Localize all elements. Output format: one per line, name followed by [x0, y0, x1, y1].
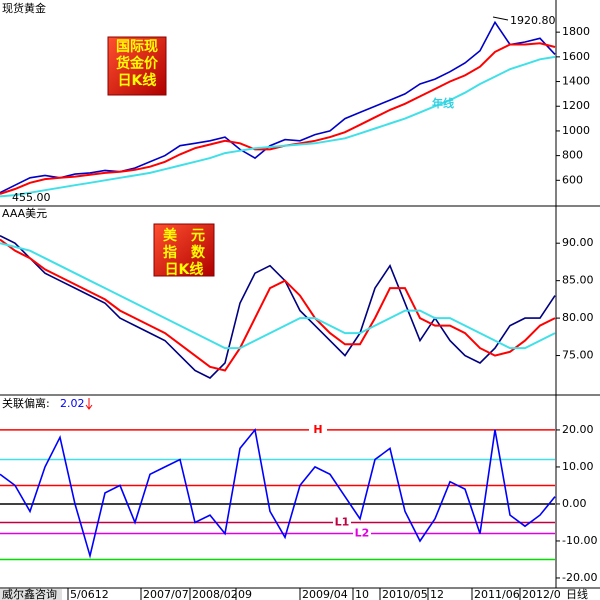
x-tick-label: 2011/06 — [474, 588, 520, 600]
y-tick-label: 10.00 — [562, 460, 594, 473]
x-tick-label: 2007/07 — [143, 588, 189, 600]
x-tick-label: 12 — [430, 588, 444, 600]
y-tick-label: 75.00 — [562, 349, 594, 362]
series-line — [0, 234, 556, 379]
annotation: 指 数 — [163, 244, 206, 261]
panel-title: AAA美元 — [2, 207, 47, 220]
y-tick-label: 90.00 — [562, 236, 594, 249]
x-tick-label: 2010/05 — [382, 588, 428, 600]
y-tick-label: 80.00 — [562, 311, 594, 324]
label-bg — [333, 516, 351, 529]
y-tick-label: 800 — [562, 149, 583, 162]
down-arrow — [85, 398, 93, 410]
annotation-box — [107, 36, 167, 96]
panel-title: 现货黄金 — [2, 1, 46, 15]
annotation: 货金价 — [115, 55, 159, 72]
series-line — [0, 20, 556, 194]
reference-label: H — [313, 423, 322, 436]
leader — [492, 16, 509, 21]
ma-label: 年线 — [432, 96, 454, 110]
label-bg — [309, 423, 327, 436]
series-line — [0, 55, 556, 198]
y-tick-label: 20.00 — [562, 423, 594, 436]
y-tick-label: 1000 — [562, 124, 590, 137]
low-label: 455.00 — [12, 191, 51, 204]
annotation-box — [153, 223, 215, 277]
y-tick-label: 1400 — [562, 75, 590, 88]
y-tick-label: 600 — [562, 173, 583, 186]
label-bg — [353, 527, 371, 540]
annotation: 国际现 — [116, 39, 158, 55]
panel-title: 关联偏离: — [2, 396, 50, 410]
y-tick-label: -20.00 — [562, 571, 597, 584]
source-box — [0, 589, 62, 600]
series-line — [0, 428, 556, 559]
series-line — [0, 42, 556, 195]
annotation: 日K线 — [165, 261, 204, 278]
x-tick-label: 2008/02 — [192, 588, 238, 600]
annotation: 美 元 — [163, 227, 205, 244]
annotation: 日K线 — [118, 72, 157, 89]
current-value: 2.02 — [60, 397, 85, 410]
y-tick-label: 1600 — [562, 50, 590, 63]
x-tick-label: 5/0612 — [70, 588, 109, 600]
series-line — [0, 238, 556, 372]
y-tick-label: 0.00 — [562, 497, 587, 510]
y-tick-label: 1200 — [562, 99, 590, 112]
x-tick-label: 2012/0 — [522, 588, 561, 600]
x-tick-label: 10 — [355, 588, 369, 600]
period: 日线 — [566, 587, 588, 600]
x-tick-label: 2009/04 — [302, 588, 348, 600]
reference-label: L1 — [335, 515, 350, 528]
y-tick-label: -10.00 — [562, 534, 597, 547]
source: 威尔鑫咨询 — [2, 587, 57, 600]
y-tick-label: 1800 — [562, 25, 590, 38]
high-label: 1920.80 — [510, 14, 556, 27]
y-tick-label: 85.00 — [562, 274, 594, 287]
series-line — [0, 242, 556, 350]
x-tick-label: 09 — [238, 588, 252, 600]
reference-label: L2 — [355, 527, 370, 540]
